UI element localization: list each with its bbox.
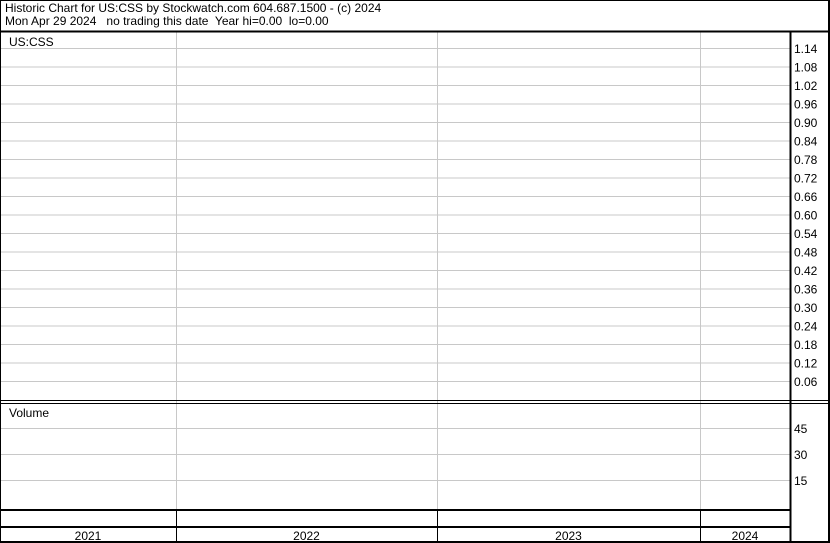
price-tick-label: 0.54 <box>794 227 818 241</box>
price-tick-label: 0.90 <box>794 116 818 130</box>
price-tick-label: 1.08 <box>794 61 818 75</box>
price-tick-label: 0.66 <box>794 190 818 204</box>
price-tick-label: 0.12 <box>794 357 818 371</box>
price-tick-label: 0.36 <box>794 283 818 297</box>
year-label: 2024 <box>732 529 759 543</box>
year-label: 2023 <box>555 529 582 543</box>
price-tick-label: 0.96 <box>794 98 818 112</box>
chart-header-status: Mon Apr 29 2024 no trading this date Yea… <box>5 14 329 28</box>
price-panel-title: US:CSS <box>9 35 54 49</box>
price-tick-label: 0.78 <box>794 153 818 167</box>
price-tick-label: 0.06 <box>794 375 818 389</box>
price-tick-label: 1.14 <box>794 42 818 56</box>
price-tick-label: 1.02 <box>794 79 818 93</box>
volume-tick-label: 30 <box>794 448 808 462</box>
price-tick-label: 0.18 <box>794 338 818 352</box>
price-tick-label: 0.42 <box>794 264 818 278</box>
year-label: 2021 <box>75 529 102 543</box>
volume-tick-label: 15 <box>794 474 808 488</box>
price-tick-label: 0.24 <box>794 320 818 334</box>
price-tick-label: 0.30 <box>794 301 818 315</box>
chart-header-title: Historic Chart for US:CSS by Stockwatch.… <box>5 1 382 15</box>
price-tick-label: 0.72 <box>794 172 818 186</box>
price-tick-label: 0.60 <box>794 209 818 223</box>
volume-panel-title: Volume <box>9 406 49 420</box>
volume-tick-label: 45 <box>794 422 808 436</box>
price-tick-label: 0.48 <box>794 246 818 260</box>
price-tick-label: 0.84 <box>794 135 818 149</box>
year-label: 2022 <box>293 529 320 543</box>
